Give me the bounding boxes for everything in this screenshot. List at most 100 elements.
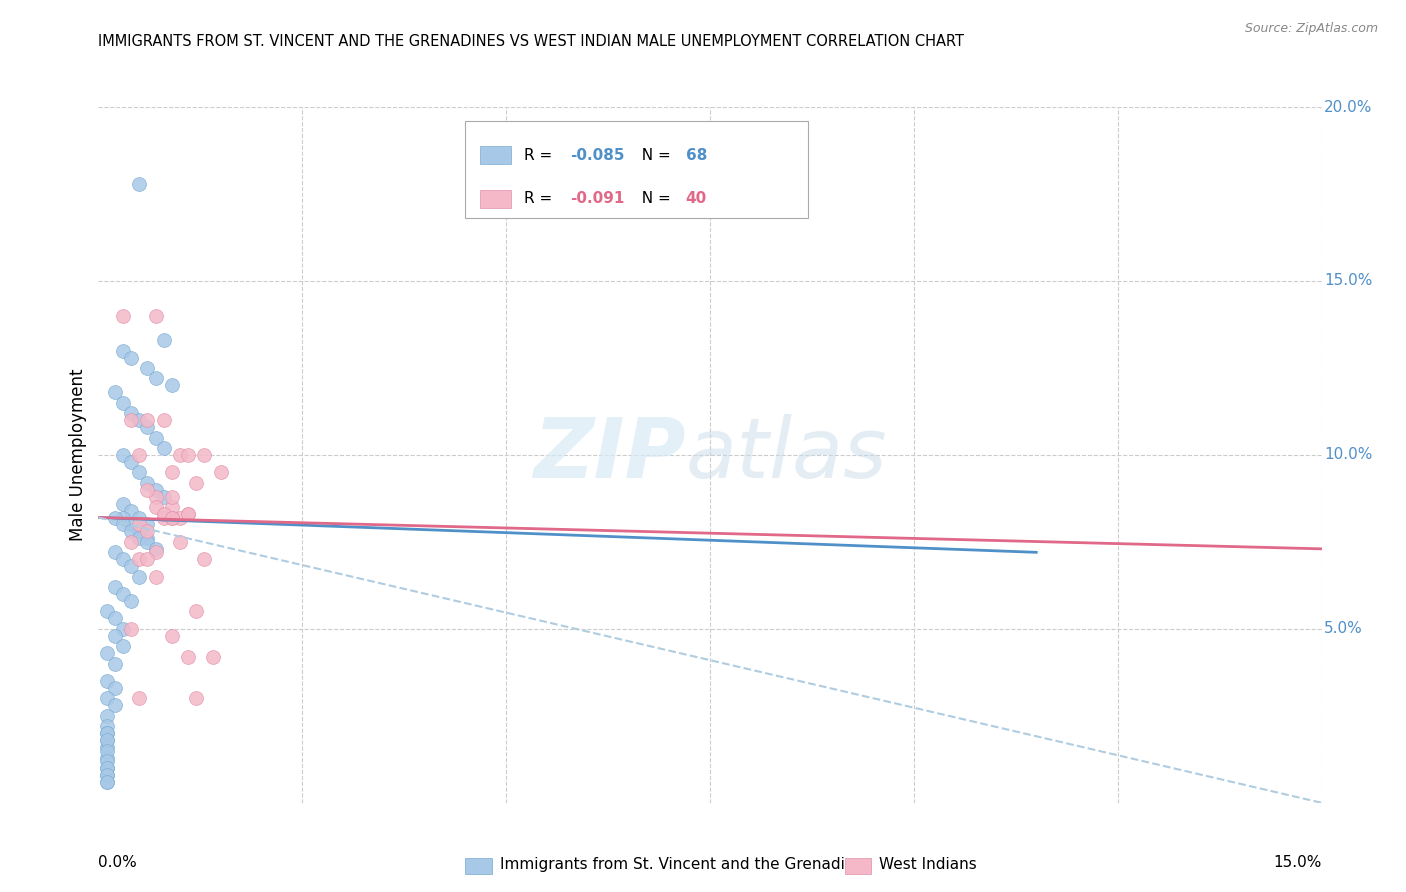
Point	[136, 517, 159, 532]
Point	[96, 761, 118, 775]
Text: Immigrants from St. Vincent and the Grenadines: Immigrants from St. Vincent and the Gren…	[499, 857, 872, 872]
Point	[96, 750, 118, 764]
Text: West Indians: West Indians	[879, 857, 977, 872]
Point	[136, 483, 159, 497]
Point	[111, 510, 134, 524]
Point	[111, 343, 134, 358]
Point	[145, 500, 167, 514]
Point	[169, 510, 191, 524]
Point	[96, 775, 118, 789]
Point	[128, 517, 150, 532]
Point	[169, 448, 191, 462]
Point	[120, 455, 142, 469]
Point	[186, 605, 208, 619]
Point	[128, 570, 150, 584]
Text: 68: 68	[686, 147, 707, 162]
Point	[111, 622, 134, 636]
Point	[104, 629, 127, 643]
Text: 15.0%: 15.0%	[1324, 274, 1372, 288]
Point	[120, 524, 142, 539]
Point	[177, 649, 200, 664]
Point	[145, 490, 167, 504]
Point	[160, 510, 183, 524]
Point	[136, 475, 159, 490]
Text: -0.091: -0.091	[571, 192, 624, 206]
Point	[96, 744, 118, 758]
Text: R =: R =	[524, 147, 557, 162]
Point	[136, 532, 159, 546]
Point	[145, 541, 167, 556]
Point	[104, 657, 127, 671]
Point	[96, 605, 118, 619]
Point	[145, 545, 167, 559]
Point	[128, 691, 150, 706]
Point	[120, 351, 142, 365]
Point	[177, 448, 200, 462]
Point	[96, 768, 118, 782]
Point	[136, 552, 159, 566]
Point	[177, 507, 200, 521]
Point	[152, 413, 174, 427]
Point	[169, 534, 191, 549]
Point	[145, 371, 167, 385]
Point	[96, 719, 118, 733]
Point	[136, 413, 159, 427]
Point	[104, 545, 127, 559]
Point	[145, 483, 167, 497]
Point	[128, 510, 150, 524]
Point	[136, 534, 159, 549]
Point	[104, 681, 127, 695]
Text: 0.0%: 0.0%	[98, 855, 138, 870]
Text: ZIP: ZIP	[533, 415, 686, 495]
Text: 15.0%: 15.0%	[1274, 855, 1322, 870]
Point	[152, 441, 174, 455]
Text: R =: R =	[524, 192, 557, 206]
Point	[104, 698, 127, 713]
Point	[111, 587, 134, 601]
Y-axis label: Male Unemployment: Male Unemployment	[69, 368, 87, 541]
Point	[120, 622, 142, 636]
Point	[96, 740, 118, 755]
Point	[96, 768, 118, 782]
Text: N =: N =	[631, 192, 675, 206]
Point	[111, 517, 134, 532]
Point	[96, 674, 118, 689]
Point	[209, 466, 232, 480]
Bar	[845, 858, 872, 874]
Point	[96, 691, 118, 706]
Point	[128, 448, 150, 462]
Point	[128, 413, 150, 427]
Point	[104, 611, 127, 625]
Point	[111, 448, 134, 462]
Point	[128, 532, 150, 546]
Point	[160, 466, 183, 480]
Point	[111, 396, 134, 410]
Point	[193, 552, 215, 566]
Point	[96, 733, 118, 747]
Text: -0.085: -0.085	[571, 147, 626, 162]
Point	[96, 761, 118, 775]
Point	[152, 510, 174, 524]
Point	[120, 503, 142, 517]
FancyBboxPatch shape	[465, 121, 808, 219]
Point	[120, 594, 142, 608]
Point	[160, 629, 183, 643]
Point	[96, 708, 118, 723]
Point	[120, 406, 142, 420]
Point	[128, 524, 150, 539]
Point	[145, 431, 167, 445]
Point	[111, 497, 134, 511]
Point	[96, 726, 118, 740]
Bar	[479, 146, 510, 164]
Text: N =: N =	[631, 147, 675, 162]
Bar	[479, 190, 510, 208]
Point	[145, 570, 167, 584]
Point	[104, 580, 127, 594]
Point	[177, 507, 200, 521]
Text: 5.0%: 5.0%	[1324, 622, 1362, 636]
Text: 10.0%: 10.0%	[1324, 448, 1372, 462]
Text: 40: 40	[686, 192, 707, 206]
Point	[96, 733, 118, 747]
Point	[120, 517, 142, 532]
Point	[104, 385, 127, 400]
